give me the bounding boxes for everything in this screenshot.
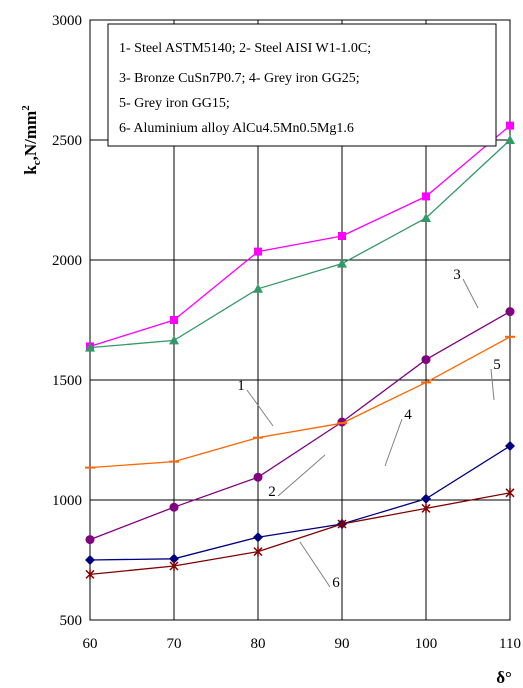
legend: 1- Steel ASTM5140; 2- Steel AISI W1-1.0C…	[107, 23, 497, 147]
callout-leader	[299, 541, 331, 588]
data-point	[169, 502, 179, 512]
legend-box	[107, 23, 497, 147]
data-point	[169, 335, 179, 345]
series-line-4	[89, 336, 511, 469]
data-point	[85, 555, 95, 565]
data-point	[421, 503, 431, 514]
x-tick-label: 60	[83, 636, 98, 652]
callout-label: 6	[332, 575, 340, 591]
y-tick-label: 500	[60, 613, 83, 629]
data-point	[505, 135, 515, 144]
data-point	[337, 519, 347, 529]
series-line-2	[89, 139, 511, 349]
series-5	[85, 441, 515, 565]
callouts-layer: 1 2 3 4 5 6	[237, 267, 501, 591]
callout-label: 1	[237, 378, 245, 394]
y-axis-ticks: 500 1000 1500 2000 2500 3000	[52, 13, 82, 629]
callout-label: 4	[404, 407, 412, 423]
data-point	[170, 316, 178, 324]
callout-leader	[490, 368, 495, 401]
callout-label: 3	[453, 267, 461, 283]
y-tick-label: 1000	[52, 493, 82, 509]
callout-label: 5	[493, 357, 501, 373]
data-point	[253, 283, 263, 293]
data-point	[85, 535, 95, 545]
y-axis-label: kc,N/mm2	[20, 105, 43, 175]
series-1	[86, 121, 514, 351]
data-point	[254, 247, 262, 256]
series-line-1	[89, 125, 511, 348]
plot-frame	[89, 19, 511, 621]
data-point	[337, 417, 347, 427]
callout-leader	[462, 278, 479, 309]
callout-leader	[277, 454, 326, 497]
callout-leader	[246, 389, 274, 427]
x-axis-label: δ°	[496, 668, 512, 687]
x-tick-label: 90	[335, 636, 350, 652]
data-point	[169, 553, 179, 564]
data-point	[421, 493, 431, 504]
x-axis-ticks: 60 70 80 90 100 110	[83, 636, 521, 652]
data-point	[505, 307, 515, 317]
x-tick-label: 80	[251, 636, 266, 652]
series-3	[85, 307, 515, 545]
series-2	[85, 135, 515, 352]
data-point	[337, 258, 347, 268]
x-tick-label: 70	[167, 636, 182, 652]
data-point	[253, 532, 263, 543]
data-point	[253, 546, 263, 557]
data-point	[505, 441, 515, 451]
legend-line-1: 1- Steel ASTM5140; 2- Steel AISI W1-1.0C…	[119, 41, 371, 56]
legend-line-4: 6- Aluminium alloy AlCu4.5Mn0.5Mg1.6	[119, 121, 354, 136]
series-line-5	[89, 445, 511, 561]
data-point	[505, 487, 515, 498]
data-point	[506, 121, 514, 130]
data-point	[85, 569, 95, 580]
y-tick-label: 2500	[52, 133, 82, 149]
x-tick-label: 100	[415, 636, 438, 652]
data-point	[169, 561, 179, 571]
series-6	[85, 487, 515, 580]
y-tick-label: 3000	[52, 13, 82, 29]
legend-line-3: 5- Grey iron GG15;	[119, 96, 230, 111]
callout-leader	[384, 418, 403, 467]
x-tick-label: 110	[499, 636, 521, 652]
series-line-6	[89, 492, 511, 576]
data-point	[421, 213, 431, 222]
data-point	[338, 232, 346, 240]
series-line-3	[89, 311, 511, 541]
legend-line-2: 3- Bronze CuSn7P0.7; 4- Grey iron GG25;	[119, 71, 360, 86]
callout-label: 2	[268, 484, 276, 500]
y-tick-label: 1500	[52, 373, 82, 389]
series-4	[85, 335, 515, 469]
data-point	[85, 342, 95, 352]
y-tick-label: 2000	[52, 253, 82, 269]
data-point	[253, 472, 263, 482]
data-point	[421, 355, 431, 365]
data-point	[422, 192, 430, 201]
series-layer	[85, 121, 515, 580]
